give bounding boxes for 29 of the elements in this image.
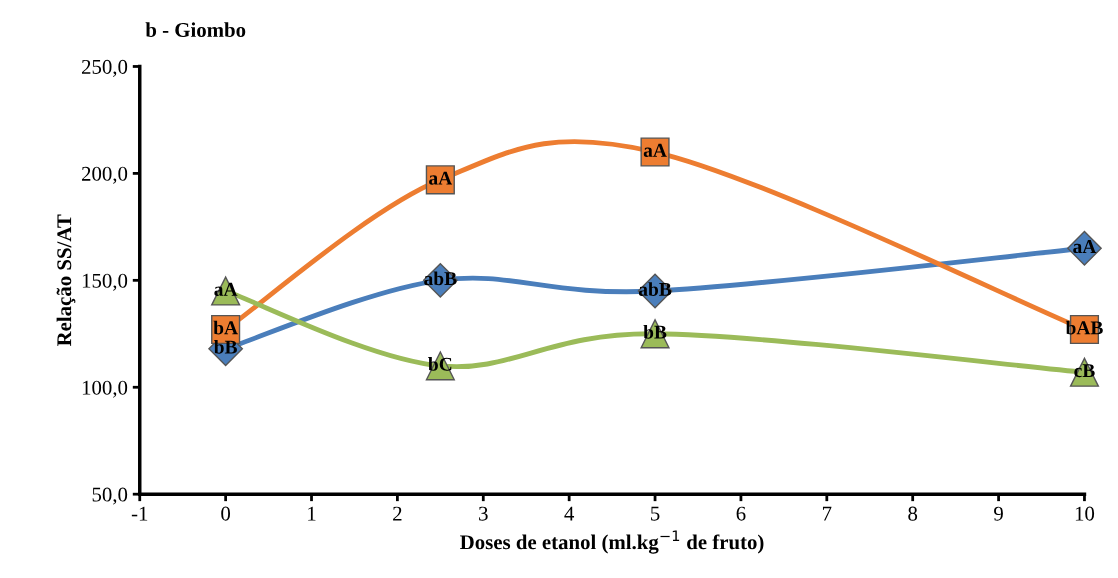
x-tick-label: 10 <box>1075 506 1095 521</box>
x-tick-label: 0 <box>221 506 231 521</box>
x-tick-label: 1 <box>308 506 316 521</box>
y-tick-label: 100,0 <box>82 380 128 398</box>
data-label: bA <box>213 320 238 335</box>
chart-title: b - Giombo <box>145 22 246 37</box>
x-tick-label: 9 <box>994 506 1003 521</box>
data-label: abB <box>424 271 457 286</box>
y-tick-label: 200,0 <box>81 166 128 184</box>
y-axis-title: Relação SS/AT <box>56 214 76 347</box>
x-tick-label: 6 <box>736 506 746 521</box>
data-label: bB <box>643 324 667 339</box>
x-tick-label: -1 <box>131 506 148 521</box>
y-tick-label: 150,0 <box>82 273 128 291</box>
x-tick-label: 8 <box>908 506 918 521</box>
data-label: aA <box>643 143 667 157</box>
data-label: aA <box>1073 240 1097 254</box>
x-tick-label: 3 <box>479 506 488 521</box>
x-tick-label: 2 <box>393 506 402 521</box>
data-label: abB <box>638 282 672 296</box>
data-label: bB <box>213 339 237 354</box>
x-tick-label: 7 <box>822 506 832 521</box>
data-label: aA <box>429 171 453 185</box>
y-tick-label: 250,0 <box>81 59 128 77</box>
x-tick-label: 5 <box>651 506 660 521</box>
x-tick-label: 4 <box>564 506 575 521</box>
x-axis-title: Doses de etanol (ml.kg$^{−1}$ de fruto) <box>460 530 764 554</box>
data-label: bC <box>428 357 452 371</box>
y-tick-label: 50,0 <box>92 487 128 505</box>
